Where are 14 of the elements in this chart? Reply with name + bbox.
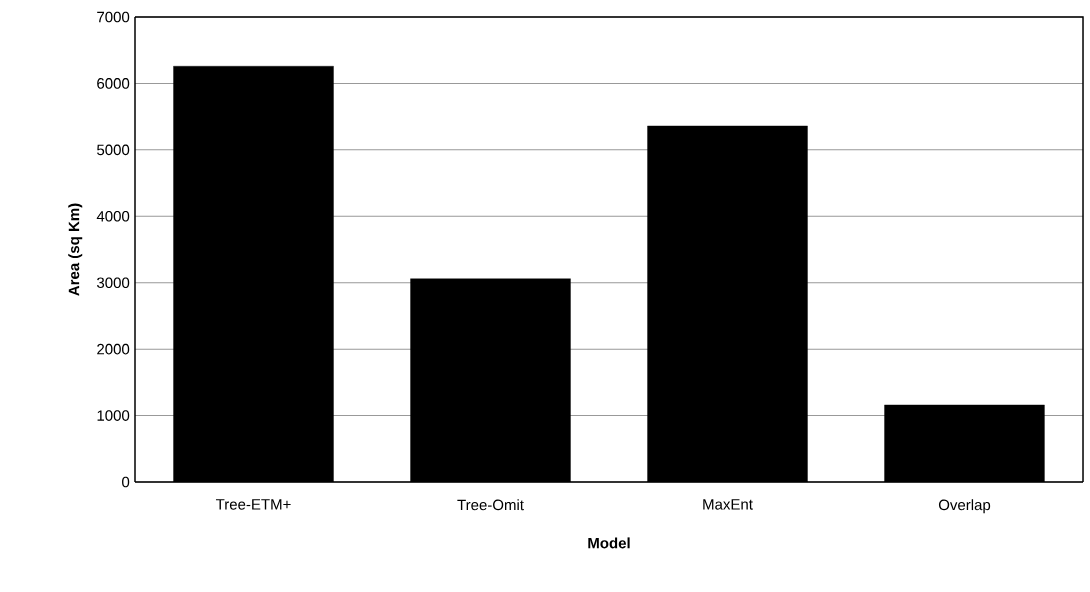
x-axis-title: Model <box>588 537 630 549</box>
x-tick-label: Tree-ETM+ <box>215 499 291 510</box>
y-tick-label: 5000 <box>97 144 130 156</box>
y-tick-label: 4000 <box>96 210 130 222</box>
x-tick-label: Overlap <box>938 499 991 514</box>
y-tick-label: 7000 <box>97 11 130 23</box>
x-tick-label: Tree-Omit <box>457 499 524 511</box>
y-tick-label: 3000 <box>97 277 130 289</box>
y-tick-label: 1000 <box>97 410 130 421</box>
x-tick-label: MaxEnt <box>703 499 753 510</box>
y-axis-title: Area (sq Km) <box>68 203 83 296</box>
y-tick-label: 6000 <box>97 78 130 89</box>
y-tick-label: 2000 <box>97 343 130 355</box>
y-tick-label: 0 <box>122 476 130 488</box>
